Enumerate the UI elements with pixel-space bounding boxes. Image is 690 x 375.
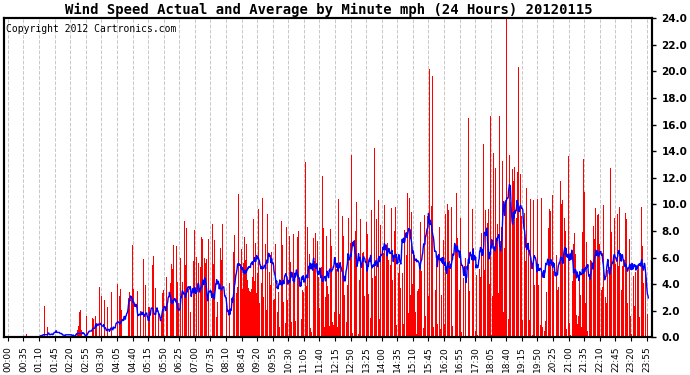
- Text: Copyright 2012 Cartronics.com: Copyright 2012 Cartronics.com: [6, 24, 176, 34]
- Title: Wind Speed Actual and Average by Minute mph (24 Hours) 20120115: Wind Speed Actual and Average by Minute …: [65, 3, 592, 17]
